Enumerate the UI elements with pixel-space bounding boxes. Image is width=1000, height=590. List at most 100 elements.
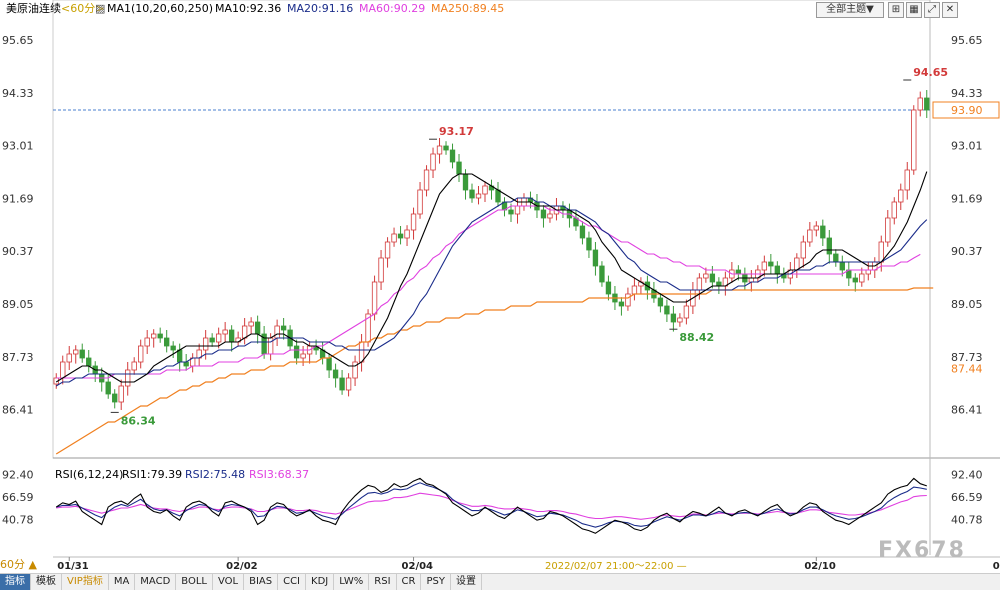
rsi-tick-right: 92.40	[951, 469, 983, 482]
candle-body	[605, 281, 612, 295]
expand-icon[interactable]: ⤢	[924, 2, 940, 18]
close-icon[interactable]: ✕	[942, 2, 958, 18]
rsi1-value: RSI1:79.39	[122, 468, 182, 481]
candle-body	[449, 149, 456, 163]
zoom-in-icon[interactable]: ⊞	[888, 2, 904, 18]
candle-body	[112, 393, 118, 403]
tab-14[interactable]: 设置	[451, 574, 482, 590]
rsi3-line	[56, 492, 927, 520]
y-tick-left: 93.01	[2, 140, 34, 153]
rsi2-value: RSI2:75.48	[185, 468, 245, 481]
y-tick-right: 89.05	[951, 298, 983, 311]
candle-body	[404, 229, 410, 239]
candle-body	[384, 241, 391, 259]
candle-body	[443, 145, 449, 151]
candle-body	[878, 241, 884, 263]
candle-body	[60, 361, 66, 379]
candle-body	[144, 337, 150, 347]
tab-8[interactable]: CCI	[278, 574, 307, 590]
candle-body	[66, 353, 72, 363]
tab-6[interactable]: VOL	[213, 574, 245, 590]
candle-body	[865, 269, 871, 275]
candle-body	[222, 329, 228, 335]
ma20-line	[55, 197, 928, 387]
price-pane	[52, 0, 931, 459]
tab-12[interactable]: CR	[397, 574, 422, 590]
candle-body	[248, 321, 254, 327]
candle-body	[118, 385, 124, 403]
candle-body	[625, 293, 631, 307]
price-chart[interactable]: 美原油连续 <60分>▨ MA1(10,20,60,250) MA10:92.36 MA…	[0, 0, 1000, 573]
tab-13[interactable]: PSY	[421, 574, 451, 590]
tab-3[interactable]: MA	[109, 574, 136, 590]
ma20-value: MA20:91.16	[287, 2, 353, 15]
x-tick-label: 01/31	[57, 561, 89, 572]
ma10-value: MA10:92.36	[215, 2, 281, 15]
tab-1[interactable]: 模板	[31, 574, 62, 590]
tab-11[interactable]: RSI	[369, 574, 397, 590]
candle-body	[131, 361, 137, 371]
y-tick-right: 93.01	[951, 140, 983, 153]
candle-body	[592, 249, 599, 267]
symbol-label: 美原油连续	[6, 1, 61, 15]
tab-4[interactable]: MACD	[135, 574, 177, 590]
candle-body	[241, 325, 248, 339]
rsi-tick-right: 66.59	[951, 491, 983, 504]
rsi2-line	[56, 482, 927, 528]
candle-body	[125, 369, 131, 387]
tab-9[interactable]: KDJ	[306, 574, 335, 590]
candle-body	[73, 349, 79, 355]
candle-body	[228, 329, 235, 343]
y-tick-left: 89.05	[2, 298, 34, 311]
high-annotation: 94.65	[913, 66, 948, 79]
candle-body	[300, 353, 306, 359]
candle-body	[293, 345, 300, 359]
current-price-box	[932, 101, 1000, 119]
theme-dropdown[interactable]: 全部主题▼	[816, 2, 884, 18]
candle-body	[807, 229, 813, 243]
candle-body	[833, 253, 839, 263]
candle-body	[86, 357, 92, 367]
candle-body	[904, 169, 910, 191]
candle-body	[547, 213, 553, 219]
candle-body	[540, 209, 547, 219]
period-select[interactable]: 60分 ▲	[0, 556, 37, 572]
x-tick-label: 02/10	[804, 561, 836, 572]
candle-body	[794, 257, 800, 271]
candle-body	[202, 337, 209, 351]
rsi-label: RSI(6,12,24)	[55, 468, 123, 481]
candle-body	[618, 301, 625, 307]
y-tick-right: 90.37	[951, 245, 983, 258]
candle-body	[820, 225, 826, 239]
y-tick-left: 94.33	[2, 87, 34, 100]
ma-label: MA1(10,20,60,250)	[107, 2, 213, 15]
ma250-line	[55, 287, 934, 455]
low-annotation-1: 86.34	[121, 414, 156, 427]
period-label: <60分>	[61, 2, 104, 15]
candle-body	[768, 261, 774, 267]
tab-5[interactable]: BOLL	[176, 574, 213, 590]
candle-body	[209, 337, 215, 343]
y-tick-left: 86.41	[2, 404, 34, 417]
ma10-line	[55, 171, 928, 383]
y-tick-right: 86.41	[951, 404, 983, 417]
y-tick-left: 87.73	[2, 351, 34, 364]
candle-body	[657, 297, 664, 307]
tab-0[interactable]: 指标	[0, 574, 31, 590]
ma250-value: MA250:89.45	[431, 2, 504, 15]
tab-2[interactable]: VIP指标	[62, 574, 109, 590]
indicator-icon: ▨	[95, 2, 105, 15]
tab-7[interactable]: BIAS	[244, 574, 279, 590]
candle-body	[579, 225, 586, 239]
candle-body	[696, 277, 703, 291]
grid-icon[interactable]: ▦	[906, 2, 922, 18]
candle-body	[79, 349, 85, 359]
candle-body	[482, 185, 488, 195]
candle-body	[631, 285, 638, 295]
y-tick-right: 91.69	[951, 192, 983, 205]
candle-body	[339, 377, 345, 391]
candle-body	[410, 213, 417, 231]
candle-body	[774, 265, 781, 275]
tab-10[interactable]: LW%	[334, 574, 370, 590]
candle-body	[391, 233, 397, 243]
